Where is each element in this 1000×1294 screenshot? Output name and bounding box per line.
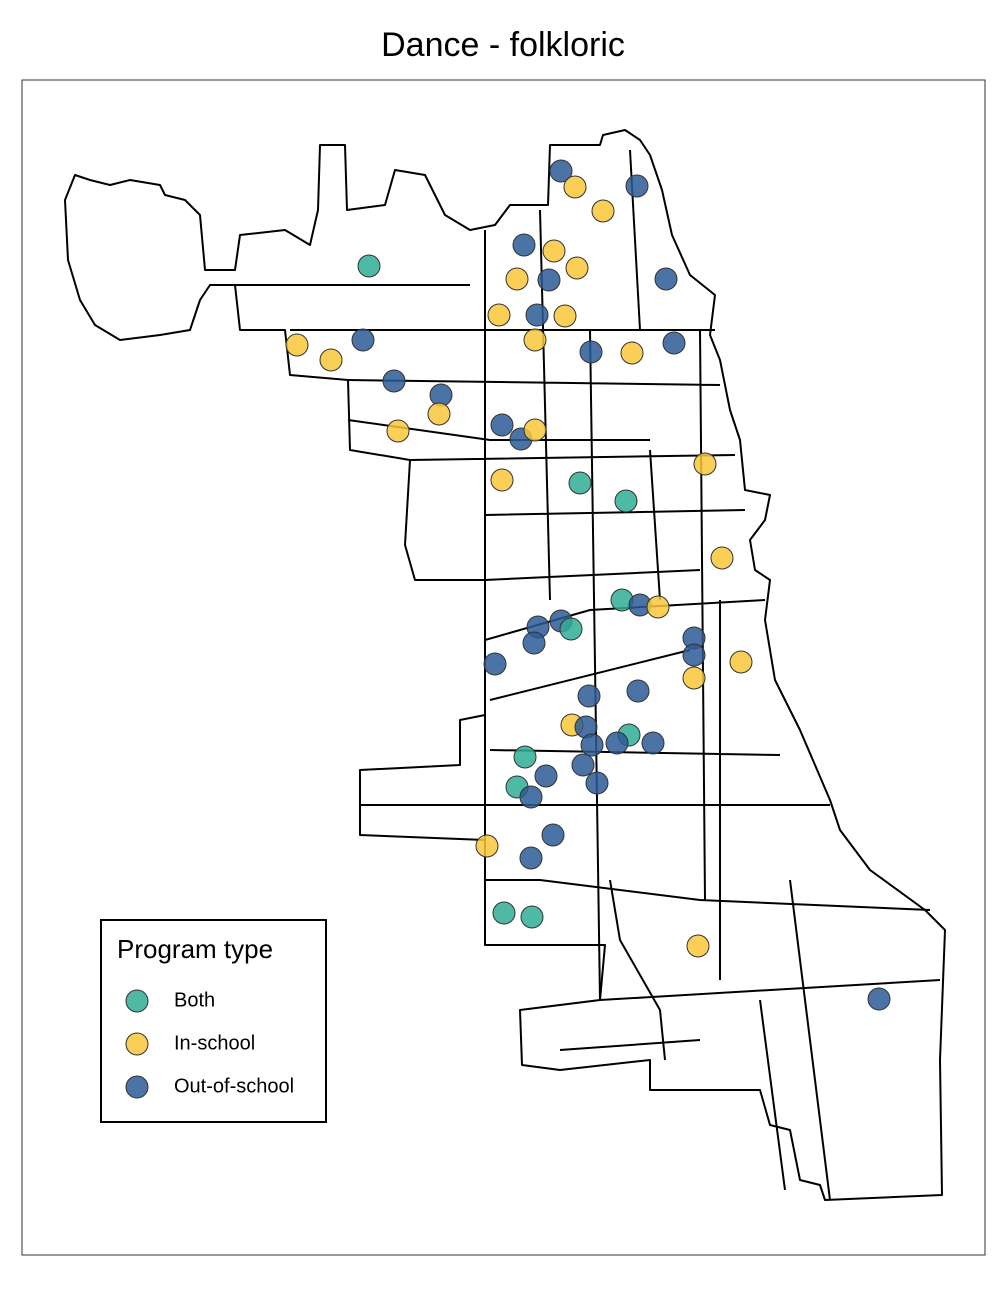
site-point	[710, 546, 734, 570]
site-point	[542, 239, 566, 263]
site-point	[427, 402, 451, 426]
site-point	[523, 418, 547, 442]
site-point	[614, 489, 638, 513]
site-point	[490, 413, 514, 437]
site-point	[579, 340, 603, 364]
site-point	[646, 595, 670, 619]
site-point	[519, 846, 543, 870]
site-point	[351, 328, 375, 352]
site-point	[577, 684, 601, 708]
site-point	[512, 233, 536, 257]
site-point	[522, 631, 546, 655]
site-point	[693, 452, 717, 476]
site-point	[591, 199, 615, 223]
site-point	[580, 733, 604, 757]
site-point	[654, 267, 678, 291]
site-point	[559, 617, 583, 641]
site-points	[285, 159, 891, 1011]
legend-swatch	[125, 1032, 149, 1056]
site-point	[523, 328, 547, 352]
site-point	[490, 468, 514, 492]
site-point	[565, 256, 589, 280]
site-point	[549, 159, 573, 183]
site-point	[641, 731, 665, 755]
city-boundary	[64, 129, 946, 1201]
site-point	[483, 652, 507, 676]
legend-swatch	[125, 989, 149, 1013]
site-point	[541, 823, 565, 847]
legend-label: Out-of-school	[174, 1075, 294, 1097]
site-point	[487, 303, 511, 327]
site-point	[475, 834, 499, 858]
site-point	[553, 304, 577, 328]
site-point	[513, 745, 537, 769]
site-point	[568, 471, 592, 495]
site-point	[686, 934, 710, 958]
site-point	[867, 987, 891, 1011]
site-point	[620, 341, 644, 365]
site-point	[285, 333, 309, 357]
panel-frame	[21, 79, 986, 1256]
map-title: Dance - folkloric	[381, 26, 625, 64]
site-point	[605, 731, 629, 755]
site-point	[386, 419, 410, 443]
legend-title: Program type	[117, 934, 273, 964]
site-point	[319, 348, 343, 372]
site-point	[626, 679, 650, 703]
site-point	[520, 905, 544, 929]
site-point	[682, 643, 706, 667]
site-point	[729, 650, 753, 674]
site-point	[534, 764, 558, 788]
site-point	[492, 901, 516, 925]
legend-label: In-school	[174, 1032, 255, 1054]
legend-label: Both	[174, 989, 215, 1011]
site-point	[625, 174, 649, 198]
site-point	[357, 254, 381, 278]
site-point	[505, 267, 529, 291]
site-point	[382, 369, 406, 393]
site-point	[537, 268, 561, 292]
site-point	[563, 175, 587, 199]
site-point	[519, 785, 543, 809]
site-point	[571, 753, 595, 777]
city-outline	[64, 129, 946, 1201]
site-point	[662, 331, 686, 355]
community-borders	[235, 149, 941, 1201]
legend-entries: Both In-school Out-of-school	[125, 989, 294, 1099]
legend-swatch	[125, 1075, 149, 1099]
site-point	[682, 666, 706, 690]
site-point	[585, 771, 609, 795]
site-point	[525, 303, 549, 327]
